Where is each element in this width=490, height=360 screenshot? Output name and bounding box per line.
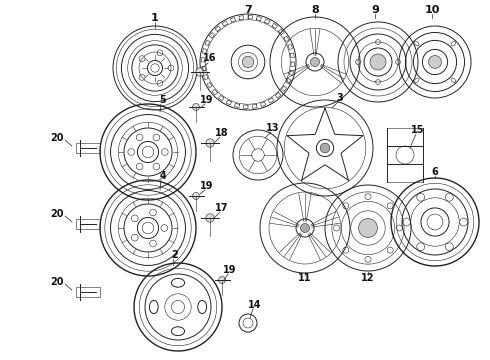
Text: 13: 13 xyxy=(266,123,280,133)
Text: 10: 10 xyxy=(424,5,440,15)
Bar xyxy=(76,219,100,229)
Circle shape xyxy=(429,55,441,68)
Text: 16: 16 xyxy=(203,53,217,63)
Text: 18: 18 xyxy=(215,128,229,138)
Text: 9: 9 xyxy=(371,5,379,15)
Text: 19: 19 xyxy=(200,181,214,191)
Text: 20: 20 xyxy=(50,209,64,219)
Text: 19: 19 xyxy=(223,265,237,275)
Text: 17: 17 xyxy=(215,203,229,213)
Circle shape xyxy=(206,139,214,147)
Circle shape xyxy=(219,276,225,284)
Text: 6: 6 xyxy=(432,167,439,177)
Text: 7: 7 xyxy=(244,5,252,15)
Circle shape xyxy=(311,58,319,67)
Text: 14: 14 xyxy=(248,300,262,310)
Circle shape xyxy=(206,214,214,222)
Text: 11: 11 xyxy=(298,273,312,283)
Text: 19: 19 xyxy=(200,95,214,105)
Bar xyxy=(76,143,100,153)
Text: 2: 2 xyxy=(172,250,178,260)
Text: 15: 15 xyxy=(411,125,425,135)
Text: 3: 3 xyxy=(337,93,343,103)
Circle shape xyxy=(359,219,377,238)
Bar xyxy=(76,287,100,297)
Text: 1: 1 xyxy=(151,13,159,23)
Circle shape xyxy=(193,193,199,199)
Circle shape xyxy=(320,143,330,153)
Circle shape xyxy=(196,68,204,76)
Circle shape xyxy=(300,224,310,233)
Text: 20: 20 xyxy=(50,133,64,143)
Text: 4: 4 xyxy=(160,171,167,181)
Circle shape xyxy=(193,104,199,111)
Text: 12: 12 xyxy=(361,273,375,283)
Circle shape xyxy=(370,54,386,70)
Text: 5: 5 xyxy=(160,95,167,105)
Text: 8: 8 xyxy=(311,5,319,15)
Circle shape xyxy=(242,56,254,68)
Text: 20: 20 xyxy=(50,277,64,287)
